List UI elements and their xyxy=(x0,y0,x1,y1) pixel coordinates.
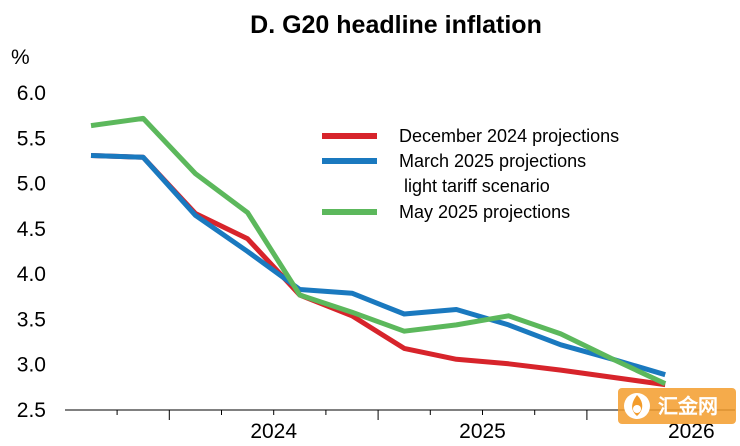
y-tick-label: 4.0 xyxy=(17,263,46,286)
axes: 2.5 3.0 3.5 4.0 4.5 5.0 5.5 6.0 2024 2025 2026 xyxy=(17,82,735,443)
legend-label: March 2025 projections xyxy=(399,151,586,171)
x-tick-label: 2026 xyxy=(668,420,715,443)
series-line xyxy=(90,153,666,378)
series-line xyxy=(90,115,667,386)
watermark-background xyxy=(618,388,736,424)
y-tick-label: 2.5 xyxy=(17,399,46,422)
series-layer xyxy=(90,115,667,388)
y-tick-label: 4.5 xyxy=(17,218,46,241)
y-axis-unit: % xyxy=(11,46,30,69)
y-tick-label: 5.0 xyxy=(17,173,46,196)
y-tick-label: 3.0 xyxy=(17,354,46,377)
legend-label: May 2025 projections xyxy=(399,202,570,222)
legend-label: light tariff scenario xyxy=(399,176,550,196)
watermark: 汇金网 xyxy=(618,388,736,424)
legend-label: December 2024 projections xyxy=(399,126,619,146)
legend: December 2024 projections March 2025 proj… xyxy=(322,126,619,222)
chart-title: D. G20 headline inflation xyxy=(250,11,542,39)
x-tick-label: 2025 xyxy=(459,420,506,443)
watermark-text: 汇金网 xyxy=(658,394,718,418)
y-tick-label: 6.0 xyxy=(17,82,46,105)
flame-icon xyxy=(624,393,650,419)
y-tick-label: 5.5 xyxy=(17,127,46,150)
y-tick-label: 3.5 xyxy=(17,308,46,331)
x-tick-label: 2024 xyxy=(250,420,297,443)
